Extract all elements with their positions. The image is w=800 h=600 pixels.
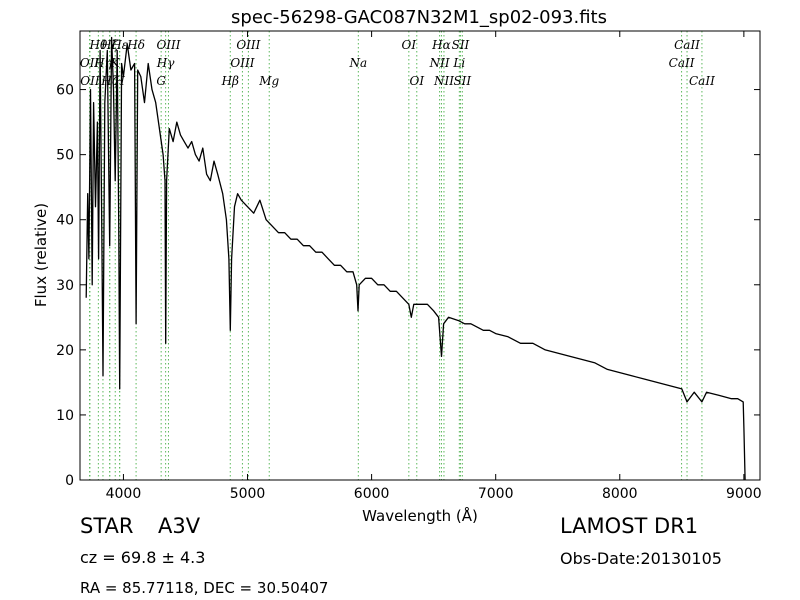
line-marker-label: OI — [402, 38, 417, 52]
line-marker-label: CaII — [669, 56, 695, 70]
y-tick-label: 30 — [56, 278, 74, 294]
y-tick-label: 50 — [56, 148, 74, 164]
observation-date: Obs-Date:20130105 — [560, 549, 722, 568]
y-tick-label: 60 — [56, 83, 74, 99]
line-marker-label: K — [110, 56, 121, 70]
line-marker-label: OIII — [230, 56, 254, 70]
line-marker-label: Li — [452, 56, 465, 70]
line-marker-label: Hη — [93, 56, 112, 70]
line-marker-label: Hδ — [126, 38, 145, 52]
redshift-readout: cz = 69.8 ± 4.3 — [80, 548, 206, 567]
line-marker-label: CaII — [689, 74, 715, 88]
line-marker-label: NII — [429, 56, 450, 70]
line-marker-label: OI — [409, 74, 424, 88]
line-marker-label: OII — [80, 56, 100, 70]
y-tick-label: 20 — [56, 343, 74, 359]
x-axis-label: Wavelength (Å) — [362, 506, 478, 525]
line-marker-label: Mg — [258, 74, 279, 88]
plot-frame — [79, 30, 761, 481]
x-tick-label: 9000 — [726, 486, 762, 502]
x-tick-label: 6000 — [354, 486, 390, 502]
line-marker-label: SII — [452, 38, 470, 52]
line-marker-label: Na — [349, 56, 368, 70]
y-tick-label: 10 — [56, 408, 74, 424]
line-marker-label: Hθ — [89, 38, 108, 52]
object-subclass: A3V — [158, 514, 201, 538]
x-tick-label: 8000 — [602, 486, 638, 502]
x-axis: 4000 5000 6000 7000 8000 9000 — [106, 31, 762, 502]
x-tick-label: 4000 — [106, 486, 142, 502]
spectral-line-markers — [89, 31, 703, 480]
coordinates-readout: RA = 85.77118, DEC = 30.50407 — [80, 579, 329, 597]
x-tick-label: 5000 — [230, 486, 266, 502]
object-class: STAR — [80, 514, 134, 538]
chart-title: spec-56298-GAC087N32M1_sp02-093.fits — [231, 7, 607, 28]
line-marker-label: NII — [433, 74, 454, 88]
spectrum-series-line — [85, 36, 746, 481]
line-marker-label: G — [156, 74, 166, 88]
line-marker-label: Hγ — [156, 56, 175, 70]
y-axis-label: Flux (relative) — [32, 203, 50, 307]
line-marker-label: Hζ — [100, 38, 119, 52]
line-marker-label: Hβ — [221, 74, 239, 88]
line-marker-label: OIII — [236, 38, 260, 52]
line-marker-label: SII — [453, 74, 471, 88]
y-axis: 0 10 20 30 40 50 60 — [56, 83, 760, 489]
x-tick-label: 7000 — [478, 486, 514, 502]
line-marker-label: Hα — [431, 38, 451, 52]
y-tick-label: 0 — [65, 473, 74, 489]
y-tick-label: 40 — [56, 213, 74, 229]
line-marker-label: OII — [80, 74, 100, 88]
line-marker-label: CaII — [674, 38, 700, 52]
line-marker-label: OIII — [156, 38, 180, 52]
line-marker-label: Hε — [110, 38, 128, 52]
survey-name: LAMOST DR1 — [560, 514, 699, 538]
